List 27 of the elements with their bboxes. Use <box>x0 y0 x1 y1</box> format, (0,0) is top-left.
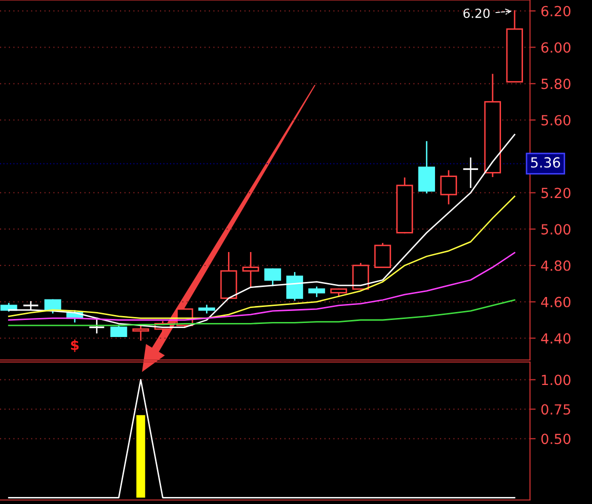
line-series <box>8 196 516 319</box>
y-tick-label: 4.60 <box>541 296 570 308</box>
y-tick-label: 0.75 <box>541 404 570 415</box>
candlestick <box>264 268 282 286</box>
annotation: 6.20 <box>463 8 490 18</box>
candlestick <box>352 262 370 290</box>
y-tick-label: 5.00 <box>541 224 570 235</box>
y-tick-label: 5.60 <box>541 114 570 126</box>
candlestick <box>308 286 326 298</box>
candlestick <box>286 272 304 301</box>
candlestick <box>132 324 150 341</box>
y-tick-label: 6.00 <box>541 42 570 53</box>
annotation: $ <box>71 339 79 352</box>
y-tick-label: 0.50 <box>541 434 570 444</box>
candlestick <box>418 141 436 194</box>
candlestick <box>110 324 128 338</box>
y-tick-label: 6.20 <box>541 6 570 16</box>
candlestick <box>440 170 458 204</box>
candlestick <box>242 252 260 288</box>
y-tick-label: 1.00 <box>542 374 570 386</box>
candlestick <box>374 242 392 268</box>
y-tick-label: 4.40 <box>541 333 570 344</box>
y-tick-label: 5.80 <box>541 78 570 90</box>
y-tick-label: 5.20 <box>541 188 570 198</box>
y-tick-label: 4.80 <box>541 260 570 271</box>
ref-line-label: 5.36 <box>531 157 560 168</box>
line-series <box>8 252 516 321</box>
